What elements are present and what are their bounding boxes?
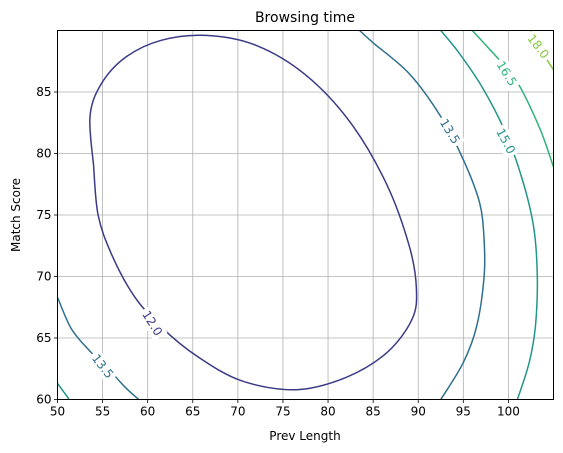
contour-label-background: [86, 348, 119, 384]
y-tick-label: 85: [36, 85, 51, 99]
x-tick-label: 95: [456, 405, 471, 419]
x-tick-label: 70: [230, 405, 245, 419]
x-tick-label: 55: [95, 405, 110, 419]
contour-label-background: [136, 305, 168, 342]
chart-title: Browsing time: [255, 10, 355, 26]
x-tick-label: 75: [275, 405, 290, 419]
x-tick-label: 65: [185, 405, 200, 419]
x-tick-label: 60: [140, 405, 155, 419]
y-tick-label: 65: [36, 331, 51, 345]
y-tick-label: 75: [36, 208, 51, 222]
y-tick-label: 70: [36, 270, 51, 284]
y-tick-label: 60: [36, 393, 51, 407]
contour-line-15.0: [440, 30, 539, 400]
x-tick-label: 85: [365, 405, 380, 419]
y-tick-label: 80: [36, 147, 51, 161]
x-tick-label: 90: [411, 405, 426, 419]
x-tick-label: 50: [50, 405, 65, 419]
x-tick-label: 100: [497, 405, 520, 419]
contour-line-13.5: [359, 30, 486, 400]
contour-line-15.0: [57, 383, 70, 400]
x-tick-label: 80: [320, 405, 335, 419]
contour-label-background: [491, 123, 521, 160]
x-axis-label: Prev Length: [269, 429, 340, 443]
axis-ticks: 50 55 60 65 70 75 80 85 90 95 100 60 65 70 75 80 85: [36, 85, 520, 419]
y-axis-label: Match Score: [9, 178, 23, 252]
contour-label-background: [491, 55, 522, 92]
contour-label-background: [522, 28, 555, 65]
contour-label-background: [434, 113, 466, 150]
